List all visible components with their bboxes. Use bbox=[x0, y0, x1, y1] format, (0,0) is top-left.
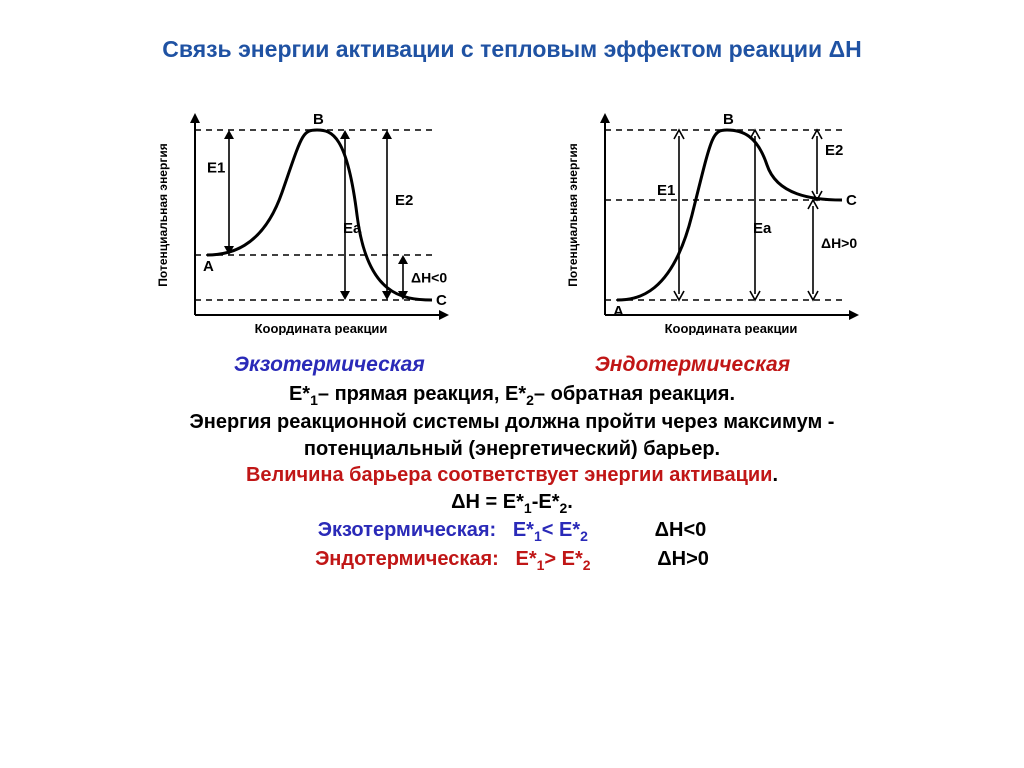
svg-text:Потенциальная энергия: Потенциальная энергия bbox=[566, 143, 580, 286]
svg-text:E1: E1 bbox=[657, 182, 675, 199]
line-endo: Эндотермическая: E*1> E*2 ΔH>0 bbox=[60, 546, 964, 574]
exo-chart: Потенциальная энергия Координата реакции E… bbox=[147, 85, 467, 335]
svg-text:C: C bbox=[846, 192, 857, 209]
endo-chart: Потенциальная энергия Координата реакции E… bbox=[557, 85, 877, 335]
line-exo: Экзотермическая: E*1< E*2 ΔH<0 bbox=[60, 517, 964, 545]
svg-text:A: A bbox=[203, 258, 214, 275]
endo-subtitle: Эндотермическая bbox=[595, 353, 790, 377]
charts-row: Потенциальная энергия Координата реакции E… bbox=[60, 85, 964, 335]
line-energy1: Энергия реакционной системы должна пройт… bbox=[60, 409, 964, 435]
line-barrier: Величина барьера соответствует энергии а… bbox=[60, 462, 964, 488]
svg-text:ΔH<0: ΔH<0 bbox=[411, 270, 447, 286]
slide-title: Связь энергии активации с тепловым эффек… bbox=[60, 36, 964, 63]
svg-text:ΔH>0: ΔH>0 bbox=[821, 235, 857, 251]
svg-text:E2: E2 bbox=[825, 142, 843, 159]
svg-text:Потенциальная энергия: Потенциальная энергия bbox=[156, 143, 170, 286]
line-energy2: потенциальный (энергетический) барьер. bbox=[60, 436, 964, 462]
line-dh-eq: ΔH = E*1-E*2. bbox=[60, 489, 964, 517]
slide-container: Связь энергии активации с тепловым эффек… bbox=[0, 0, 1024, 768]
svg-text:Ea: Ea bbox=[343, 220, 362, 237]
svg-text:A: A bbox=[613, 303, 624, 320]
svg-text:B: B bbox=[313, 111, 324, 128]
svg-text:E2: E2 bbox=[395, 192, 413, 209]
subtitles-row: Экзотермическая Эндотермическая bbox=[60, 353, 964, 377]
svg-text:E1: E1 bbox=[207, 160, 225, 177]
exo-subtitle: Экзотермическая bbox=[234, 353, 425, 377]
svg-text:B: B bbox=[723, 111, 734, 128]
svg-text:Координата реакции: Координата реакции bbox=[665, 321, 798, 335]
svg-text:Координата реакции: Координата реакции bbox=[255, 321, 388, 335]
svg-text:Ea: Ea bbox=[753, 220, 772, 237]
svg-text:C: C bbox=[436, 292, 447, 309]
body-text: E*1– прямая реакция, E*2– обратная реакц… bbox=[60, 381, 964, 574]
line-reactions: E*1– прямая реакция, E*2– обратная реакц… bbox=[60, 381, 964, 409]
